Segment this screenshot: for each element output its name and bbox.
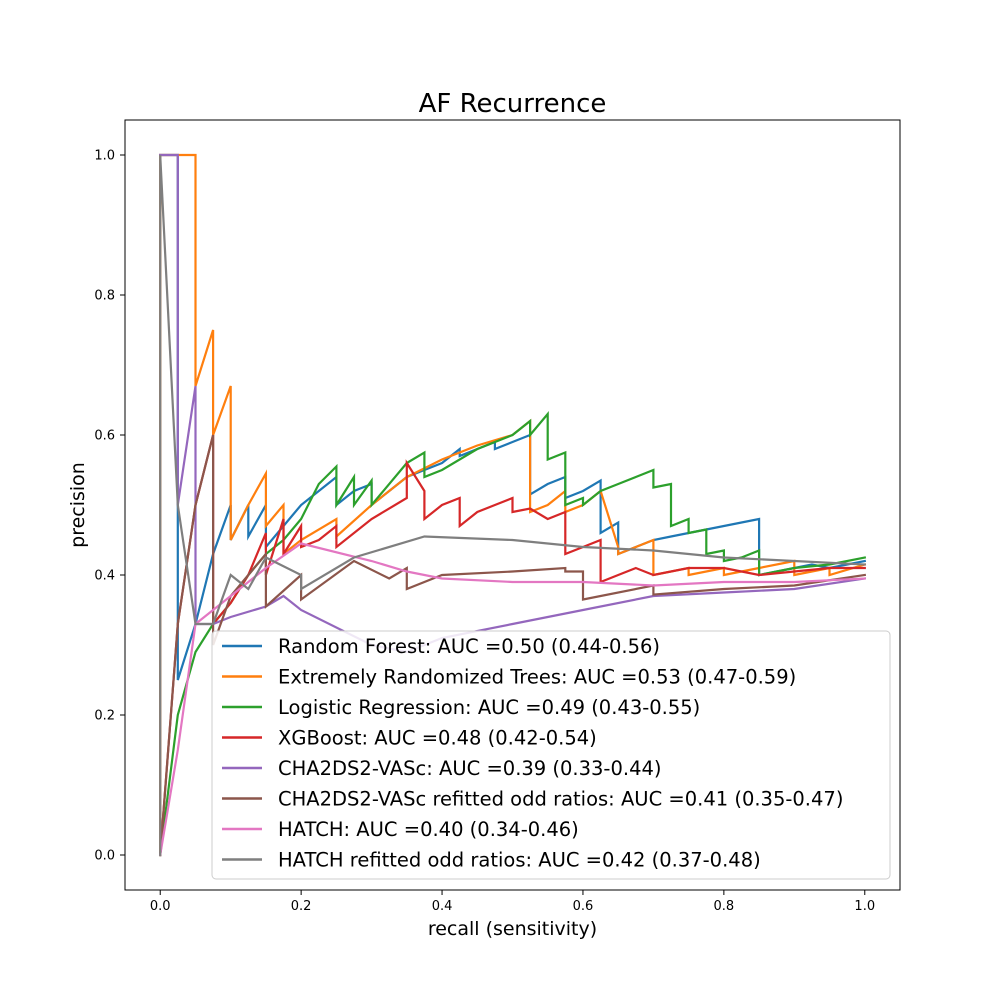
series-line-4 xyxy=(159,434,866,857)
series-line-7 xyxy=(158,542,866,857)
x-tick-label: 0.2 xyxy=(291,899,312,914)
legend-label: HATCH: AUC =0.40 (0.34-0.46) xyxy=(278,818,579,841)
legend-label: HATCH refitted odd ratios: AUC =0.42 (0.… xyxy=(278,849,761,872)
series-line-3 xyxy=(158,410,867,857)
legend: Random Forest: AUC =0.50 (0.44-0.56) Extr… xyxy=(211,630,891,880)
legend-label: Extremely Randomized Trees: AUC =0.53 (0… xyxy=(278,666,796,689)
y-tick-label: 1.0 xyxy=(94,149,115,164)
y-tick-label: 0.8 xyxy=(94,289,115,304)
legend-label: CHA2DS2-VASc refitted odd ratios: AUC =0… xyxy=(278,788,843,811)
legend-label: CHA2DS2-VASc: AUC =0.39 (0.33-0.44) xyxy=(278,757,662,780)
x-tick-label: 0.4 xyxy=(432,899,453,914)
y-tick-label: 0.2 xyxy=(94,709,115,724)
chart-title: AF Recurrence xyxy=(419,89,607,119)
legend-label: Random Forest: AUC =0.50 (0.44-0.56) xyxy=(278,635,660,658)
series-layer xyxy=(158,153,867,857)
legend-label: XGBoost: AUC =0.48 (0.42-0.54) xyxy=(278,727,597,750)
series-line-5 xyxy=(159,153,867,654)
x-tick-label: 0.6 xyxy=(573,899,594,914)
y-tick-label: 0.0 xyxy=(94,849,115,864)
x-axis-label: recall (sensitivity) xyxy=(428,918,597,940)
y-tick-label: 0.6 xyxy=(94,429,115,444)
legend-items: Random Forest: AUC =0.50 (0.44-0.56) Extr… xyxy=(222,635,843,872)
y-axis-label: precision xyxy=(67,462,89,548)
legend-box xyxy=(211,630,891,880)
series-line-8 xyxy=(159,154,866,857)
x-tick-label: 0.8 xyxy=(714,899,735,914)
y-axis: 0.0 0.2 0.4 0.6 0.8 1.0 xyxy=(94,149,125,864)
x-tick-label: 1.0 xyxy=(854,899,875,914)
plot-frame xyxy=(124,119,901,891)
x-axis: 0.0 0.2 0.4 0.6 0.8 1.0 xyxy=(150,890,875,914)
x-tick-label: 0.0 xyxy=(150,899,171,914)
y-tick-label: 0.4 xyxy=(94,569,115,584)
plot-area xyxy=(124,119,901,891)
legend-label: Logistic Regression: AUC =0.49 (0.43-0.5… xyxy=(278,696,700,719)
